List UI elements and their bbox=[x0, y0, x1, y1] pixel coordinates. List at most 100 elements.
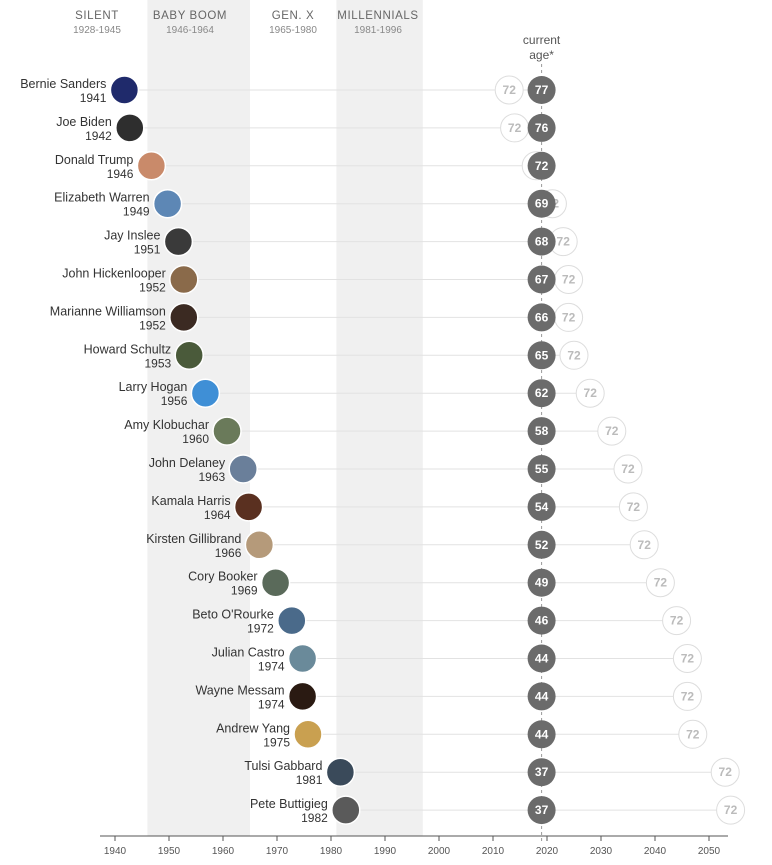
reference-age-label: 72 bbox=[584, 386, 598, 400]
reference-age-label: 72 bbox=[638, 538, 652, 552]
candidate-avatar bbox=[190, 378, 221, 408]
current-age-dot bbox=[527, 189, 556, 218]
x-tick-label: 1980 bbox=[320, 846, 343, 857]
current-age-label: 44 bbox=[535, 652, 549, 666]
reference-age-label: 72 bbox=[627, 500, 641, 514]
reference-age-circle bbox=[559, 340, 589, 370]
candidate-avatar bbox=[174, 340, 204, 371]
generation-band-3 bbox=[336, 0, 423, 836]
candidate-birth-year: 1963 bbox=[198, 470, 225, 484]
current-age-dot bbox=[527, 606, 556, 635]
reference-age-label: 72 bbox=[724, 803, 738, 817]
candidate-avatar bbox=[109, 75, 140, 105]
reference-age-circle bbox=[645, 568, 675, 598]
candidate-birth-year: 1972 bbox=[247, 622, 274, 636]
current-age-label: 69 bbox=[535, 197, 549, 211]
x-tick-label: 2020 bbox=[536, 846, 559, 857]
candidate-birth-year: 1974 bbox=[258, 697, 285, 711]
candidate-name: Donald Trump bbox=[55, 153, 134, 167]
candidate-birth-year: 1960 bbox=[182, 432, 209, 446]
x-tick-label: 1960 bbox=[212, 846, 235, 857]
reference-age-label: 72 bbox=[562, 310, 576, 324]
candidate-birth-year: 1951 bbox=[134, 243, 161, 257]
generation-years: 1965-1980 bbox=[269, 25, 317, 36]
generation-years: 1928-1945 bbox=[73, 25, 121, 36]
candidate-avatar bbox=[260, 567, 291, 598]
generation-name: GEN. X bbox=[272, 10, 315, 22]
current-age-label: 62 bbox=[535, 386, 549, 400]
candidate-avatar bbox=[228, 454, 258, 484]
candidate-birth-year: 1975 bbox=[263, 735, 290, 749]
reference-age-circle bbox=[618, 492, 648, 522]
candidate-avatar bbox=[169, 302, 199, 333]
candidate-avatar bbox=[244, 530, 275, 560]
x-tick-label: 2030 bbox=[590, 846, 613, 857]
current-age-dot bbox=[527, 151, 556, 180]
candidate-name: Beto O'Rourke bbox=[192, 608, 274, 622]
current-age-label: 49 bbox=[535, 576, 549, 590]
current-age-label: 72 bbox=[535, 159, 549, 173]
candidate-avatar bbox=[136, 151, 167, 181]
current-age-label-line1: current bbox=[523, 33, 561, 47]
candidate-avatar bbox=[169, 264, 199, 295]
generation-years: 1946-1964 bbox=[166, 25, 214, 36]
x-tick-label: 2050 bbox=[698, 846, 721, 857]
current-age-dot bbox=[527, 417, 556, 446]
current-age-dot bbox=[527, 113, 556, 142]
x-tick-label: 1990 bbox=[374, 846, 397, 857]
reference-age-label: 72 bbox=[567, 348, 581, 362]
reference-age-circle bbox=[494, 75, 524, 105]
candidate-birth-year: 1952 bbox=[139, 281, 166, 295]
candidate-birth-year: 1946 bbox=[107, 167, 134, 181]
current-age-dot bbox=[527, 455, 556, 483]
current-age-dot bbox=[527, 720, 556, 749]
current-age-dot bbox=[527, 682, 556, 711]
current-age-label: 46 bbox=[535, 614, 549, 628]
x-tick-label: 1970 bbox=[266, 846, 289, 857]
candidate-avatar bbox=[293, 719, 323, 750]
candidate-name: Elizabeth Warren bbox=[54, 191, 149, 205]
x-tick-label: 2040 bbox=[644, 846, 667, 857]
generation-name: MILLENNIALS bbox=[337, 10, 418, 22]
candidate-avatar bbox=[233, 492, 264, 522]
current-age-label: 77 bbox=[535, 83, 549, 97]
candidate-birth-year: 1953 bbox=[144, 356, 171, 370]
reference-age-circle bbox=[716, 795, 746, 825]
candidate-avatar bbox=[212, 416, 242, 446]
current-age-dot bbox=[527, 758, 556, 787]
reference-age-label: 72 bbox=[670, 614, 684, 628]
current-age-label: 52 bbox=[535, 538, 549, 552]
current-age-dot bbox=[527, 341, 556, 370]
generation-years: 1981-1996 bbox=[354, 25, 402, 36]
current-age-label: 67 bbox=[535, 273, 549, 287]
current-age-label: 68 bbox=[535, 235, 549, 249]
x-tick-label: 2010 bbox=[482, 846, 505, 857]
x-tick-label: 1940 bbox=[104, 846, 127, 857]
candidate-name: John Delaney bbox=[149, 456, 226, 470]
reference-age-label: 72 bbox=[686, 727, 700, 741]
reference-age-circle bbox=[662, 606, 692, 636]
candidate-avatar bbox=[163, 226, 194, 257]
current-age-dot bbox=[527, 303, 556, 332]
candidate-name: Larry Hogan bbox=[119, 380, 188, 394]
x-tick-label: 1950 bbox=[158, 846, 181, 857]
candidate-name: Howard Schultz bbox=[84, 342, 172, 356]
reference-age-circle bbox=[672, 681, 702, 711]
current-age-label-line2: age* bbox=[529, 48, 554, 62]
candidate-avatar bbox=[331, 795, 361, 825]
reference-age-circle bbox=[678, 719, 708, 749]
candidate-name: Joe Biden bbox=[56, 115, 112, 129]
candidate-birth-year: 1941 bbox=[80, 91, 107, 105]
reference-age-label: 72 bbox=[503, 83, 517, 97]
reference-age-circle bbox=[597, 416, 627, 446]
current-age-label: 44 bbox=[535, 689, 549, 703]
candidate-avatar bbox=[325, 757, 356, 787]
candidate-name: Bernie Sanders bbox=[20, 77, 106, 91]
current-age-dot bbox=[527, 568, 556, 597]
candidate-name: Julian Castro bbox=[212, 646, 285, 660]
candidate-name: Tulsi Gabbard bbox=[244, 759, 322, 773]
candidate-name: Amy Klobuchar bbox=[124, 418, 209, 432]
current-age-label: 66 bbox=[535, 310, 549, 324]
candidate-birth-year: 1949 bbox=[123, 205, 150, 219]
